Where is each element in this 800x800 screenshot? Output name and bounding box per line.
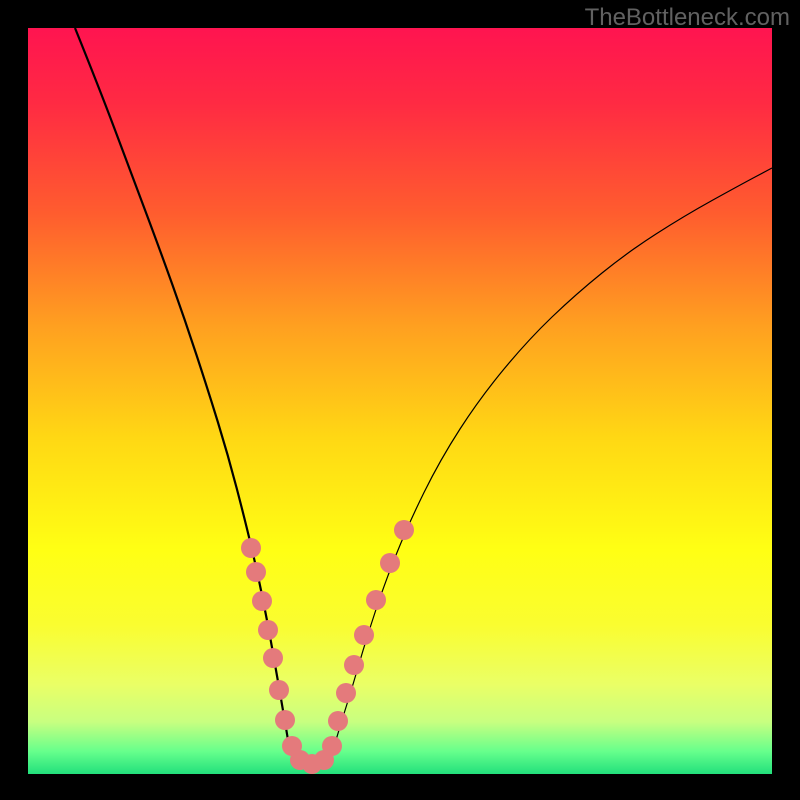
plot-area <box>28 28 772 774</box>
curve-dot <box>252 591 272 611</box>
curve-dot <box>275 710 295 730</box>
curve-dot <box>354 625 374 645</box>
curve-dot <box>322 736 342 756</box>
curve-dot <box>263 648 283 668</box>
curve-dot <box>344 655 364 675</box>
curve-dot <box>246 562 266 582</box>
curve-dot <box>269 680 289 700</box>
curve-dot <box>258 620 278 640</box>
curve-dot <box>336 683 356 703</box>
chart-root: TheBottleneck.com <box>0 0 800 800</box>
curve-dot <box>366 590 386 610</box>
chart-svg <box>0 0 800 800</box>
curve-dot <box>241 538 261 558</box>
curve-dot <box>394 520 414 540</box>
curve-dot <box>380 553 400 573</box>
curve-dot <box>328 711 348 731</box>
